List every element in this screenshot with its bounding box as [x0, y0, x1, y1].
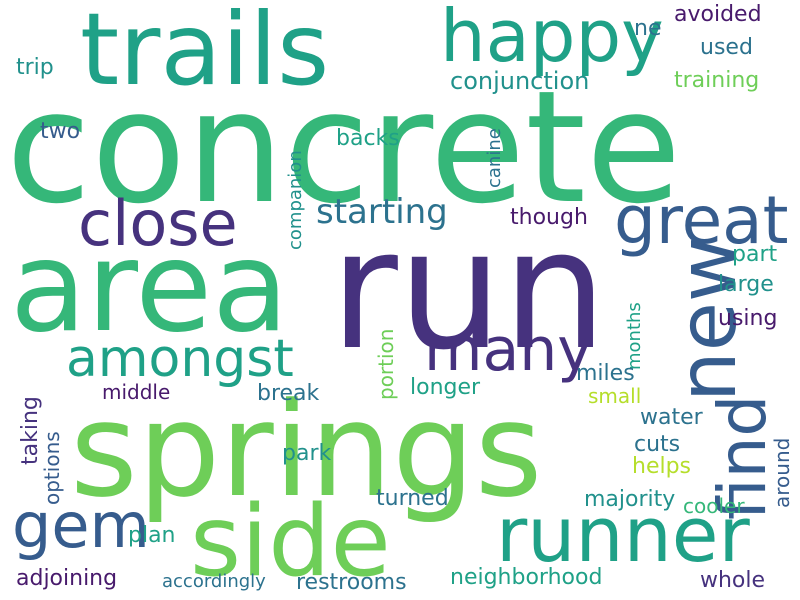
word-turned: turned [376, 486, 449, 511]
word-close: close [78, 187, 238, 260]
word-around: around [770, 437, 794, 508]
word-accordingly: accordingly [162, 571, 266, 592]
word-used: used [700, 35, 753, 60]
word-cuts: cuts [634, 432, 681, 457]
word-area: area [10, 215, 289, 360]
word-months: months [624, 302, 645, 370]
word-runner: runner [496, 490, 750, 579]
word-miles: miles [576, 361, 635, 386]
word-backs: backs [336, 126, 400, 151]
word-many: many [424, 315, 593, 385]
word-gem: gem [12, 489, 150, 562]
word-restrooms: restrooms [296, 570, 407, 595]
word-two: two [40, 119, 81, 144]
word-longer: longer [410, 375, 481, 400]
word-taking: taking [18, 396, 43, 465]
word-plan: plan [128, 523, 176, 548]
word-cooler: cooler [683, 494, 745, 518]
word-whole: whole [700, 568, 766, 593]
word-run: run [330, 194, 607, 386]
word-portion: portion [374, 328, 398, 400]
word-adjoining: adjoining [16, 566, 118, 591]
word-large: large [718, 272, 774, 297]
word-park: park [282, 441, 332, 466]
word-small: small [588, 384, 642, 408]
word-trails: trails [80, 0, 330, 108]
word-happy: happy [440, 0, 664, 78]
word-conjunction: conjunction [450, 67, 590, 95]
word-neighborhood: neighborhood [450, 565, 603, 590]
word-helps: helps [632, 454, 692, 479]
word-using: using [718, 306, 778, 331]
word-canine: canine [484, 128, 505, 188]
word-great: great [614, 182, 789, 259]
word-part: part [732, 242, 778, 267]
word-water: water [640, 405, 703, 430]
word-starting: starting [316, 192, 448, 232]
word-concrete: concrete [6, 57, 682, 238]
word-options: options [40, 431, 64, 505]
word-companion: companion [285, 150, 306, 250]
word-springs: springs [70, 374, 543, 526]
word-side: side [190, 485, 391, 599]
word-majority: majority [584, 487, 676, 512]
word-trip: trip [16, 55, 54, 80]
word-break: break [257, 381, 320, 406]
word-middle: middle [102, 380, 171, 404]
word-ne: ne [634, 16, 662, 41]
word-though: though [510, 205, 588, 230]
word-avoided: avoided [674, 2, 762, 27]
word-amongst: amongst [66, 329, 294, 389]
word-training: training [674, 68, 760, 93]
